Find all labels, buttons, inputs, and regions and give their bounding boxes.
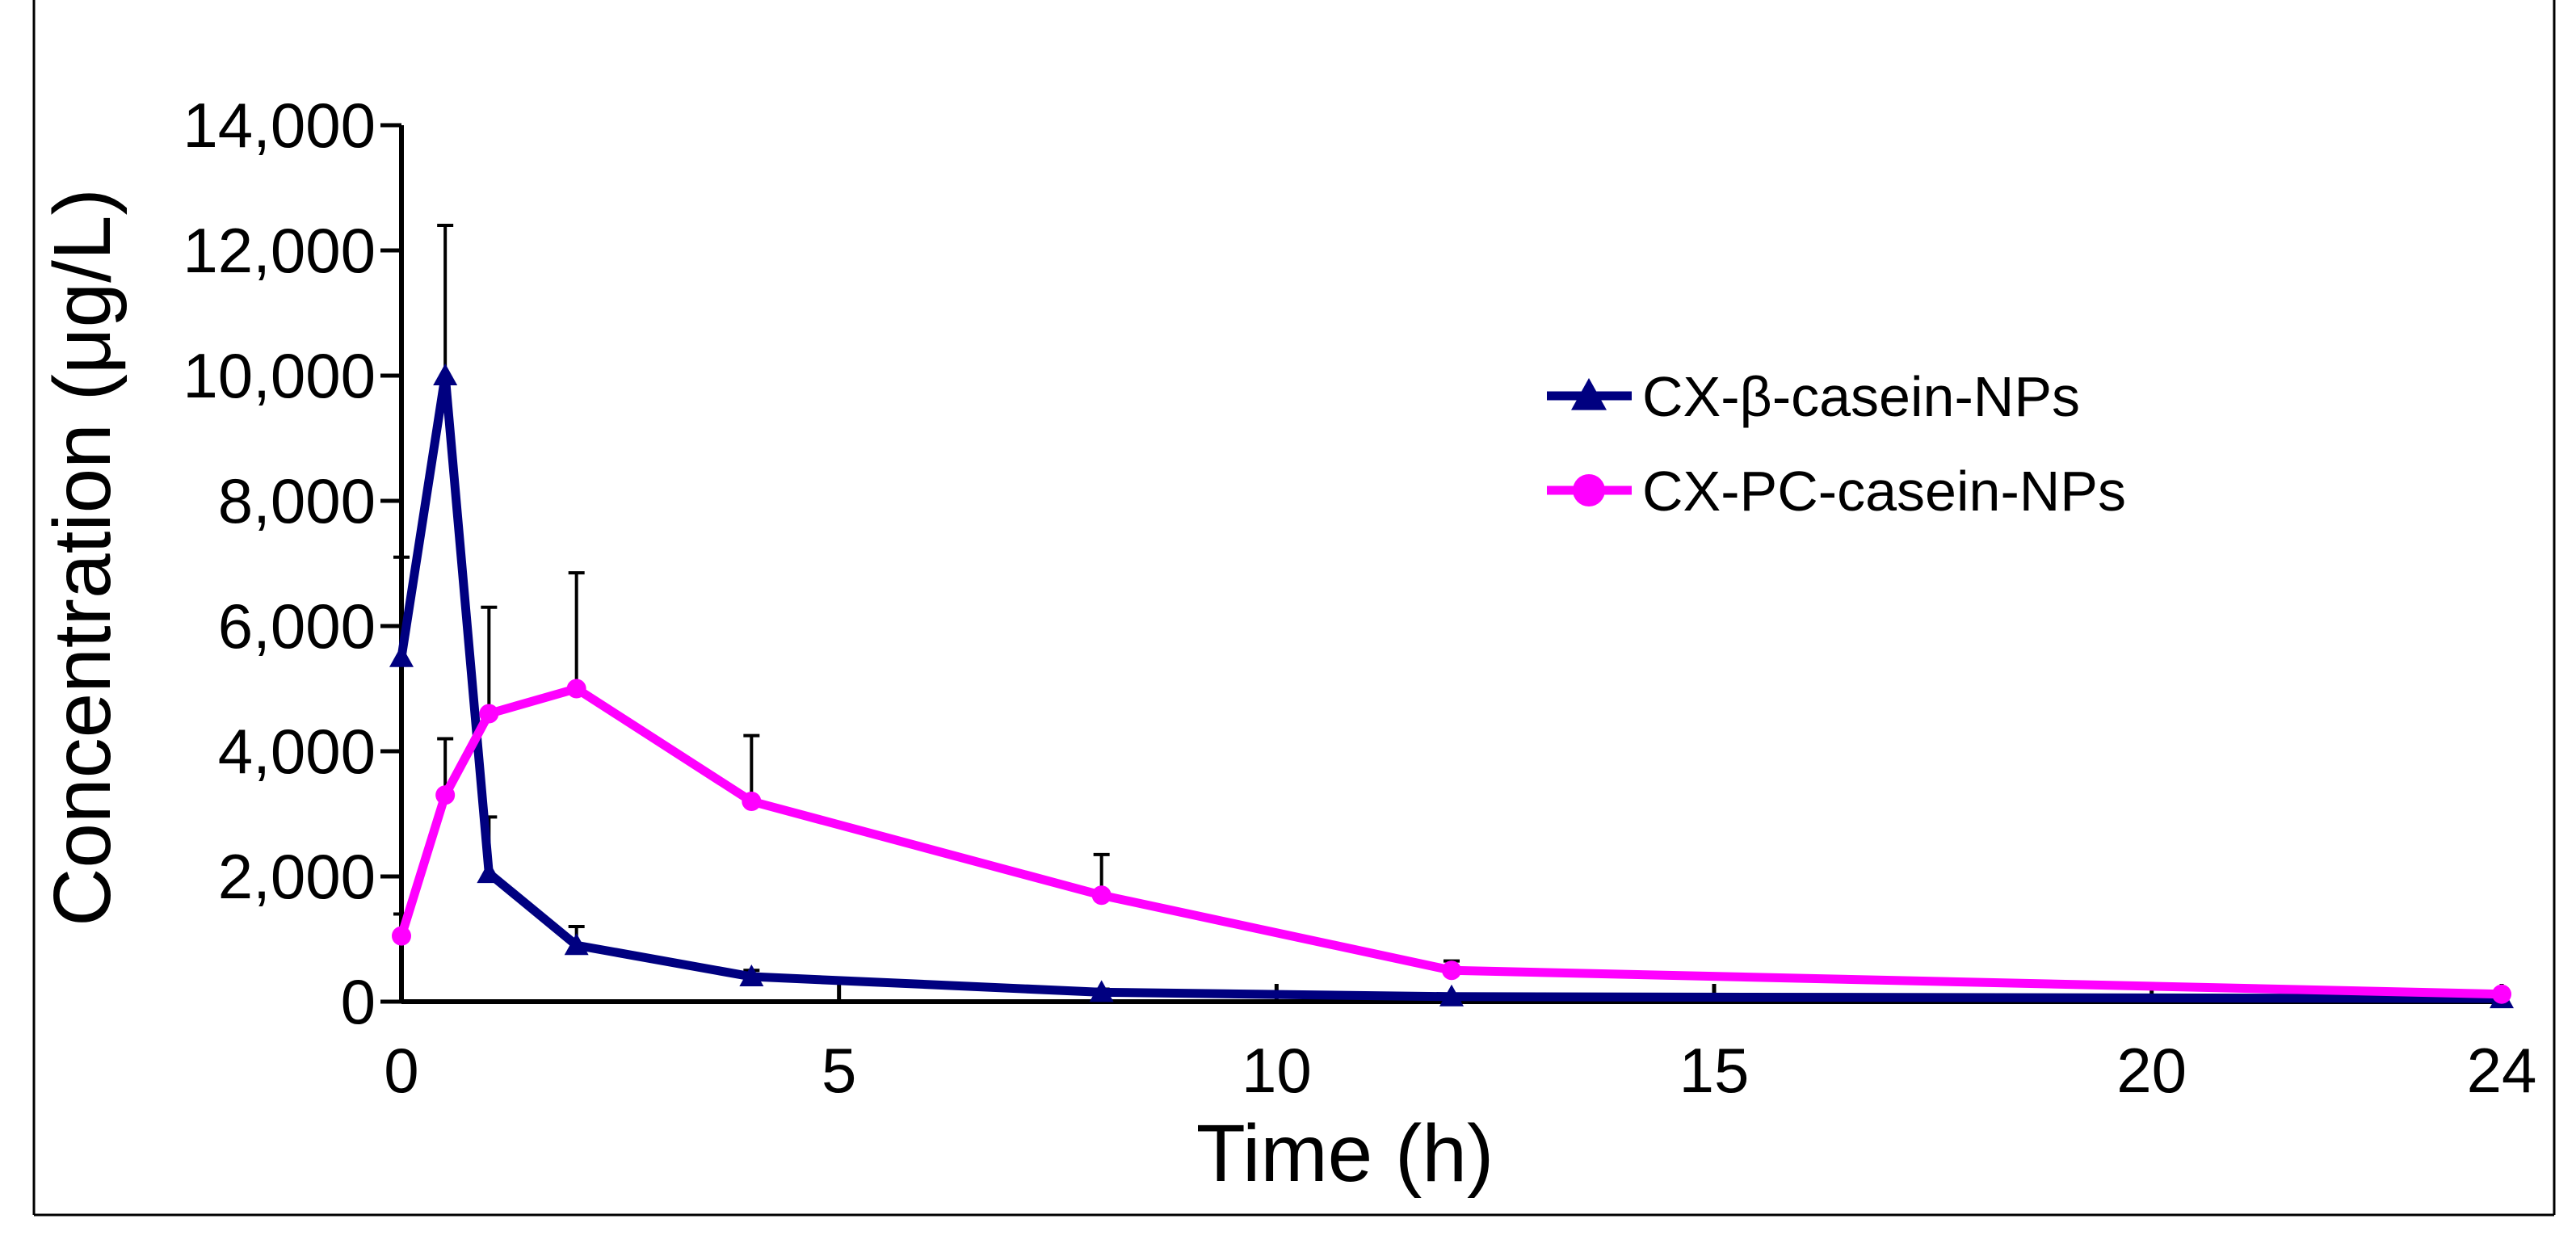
cx-casein-nps-point-3 — [564, 933, 589, 956]
cx-pc-casein-nps-point-0 — [392, 926, 411, 946]
legend: CX-β-casein-NPs CX-PC-casein-NPs — [1547, 365, 2126, 523]
cx-casein-nps-point-4 — [739, 965, 764, 986]
cx-casein-nps-point-0 — [389, 645, 414, 667]
y-tick-label-0: 0 — [341, 966, 376, 1037]
series-lines — [397, 371, 2502, 1003]
cx-casein-nps-point-1 — [433, 364, 458, 385]
cx-casein-nps-point-6 — [1439, 984, 1464, 1007]
y-tick-label-4000: 4,000 — [218, 716, 376, 787]
x-axis-title: Time (h) — [1196, 1108, 1494, 1199]
cx-pc-casein-nps-point-2 — [479, 704, 499, 724]
y-tick-label-12000: 12,000 — [183, 215, 376, 286]
cx-pc-casein-nps-line — [397, 684, 2502, 999]
x-tick-label-5: 5 — [822, 1035, 856, 1106]
legend-cx-casein-nps-marker — [1571, 378, 1607, 410]
legend-cx-pc-casein-nps-marker — [1573, 474, 1605, 506]
x-tick-label-15: 15 — [1679, 1035, 1750, 1106]
y-tick-label-2000: 2,000 — [218, 841, 376, 912]
series-markers — [389, 364, 2514, 1009]
cx-casein-nps-point-5 — [1089, 980, 1114, 1002]
cx-pc-casein-nps-point-7 — [2492, 984, 2511, 1004]
cx-pc-casein-nps-point-1 — [435, 785, 456, 805]
cx-pc-casein-nps-point-6 — [1442, 960, 1461, 981]
x-tick-label-10: 10 — [1242, 1035, 1312, 1106]
cx-pc-casein-nps-point-5 — [1091, 885, 1112, 906]
y-axis-title: Concentration (μg/L) — [37, 188, 128, 927]
x-tick-label-24: 24 — [2467, 1035, 2537, 1106]
y-tick-label-14000: 14,000 — [183, 90, 376, 161]
cx-casein-nps-line — [397, 371, 2502, 1003]
legend-cx-casein-nps-label: CX-β-casein-NPs — [1642, 365, 2080, 428]
x-tick-label-20: 20 — [2116, 1035, 2187, 1106]
cx-pc-casein-nps-point-4 — [742, 792, 762, 811]
y-tick-label-6000: 6,000 — [218, 590, 376, 662]
y-axis: 0 2,000 4,000 6,000 8,000 10,000 12,000 14,000 — [183, 90, 404, 1037]
y-tick-label-10000: 10,000 — [183, 340, 376, 411]
cx-pc-casein-nps-point-3 — [566, 679, 586, 699]
y-tick-label-8000: 8,000 — [218, 465, 376, 536]
cx-casein-nps-point-2 — [477, 861, 502, 884]
x-tick-label-0: 0 — [384, 1035, 418, 1106]
legend-cx-pc-casein-nps-label: CX-PC-casein-NPs — [1642, 460, 2126, 523]
